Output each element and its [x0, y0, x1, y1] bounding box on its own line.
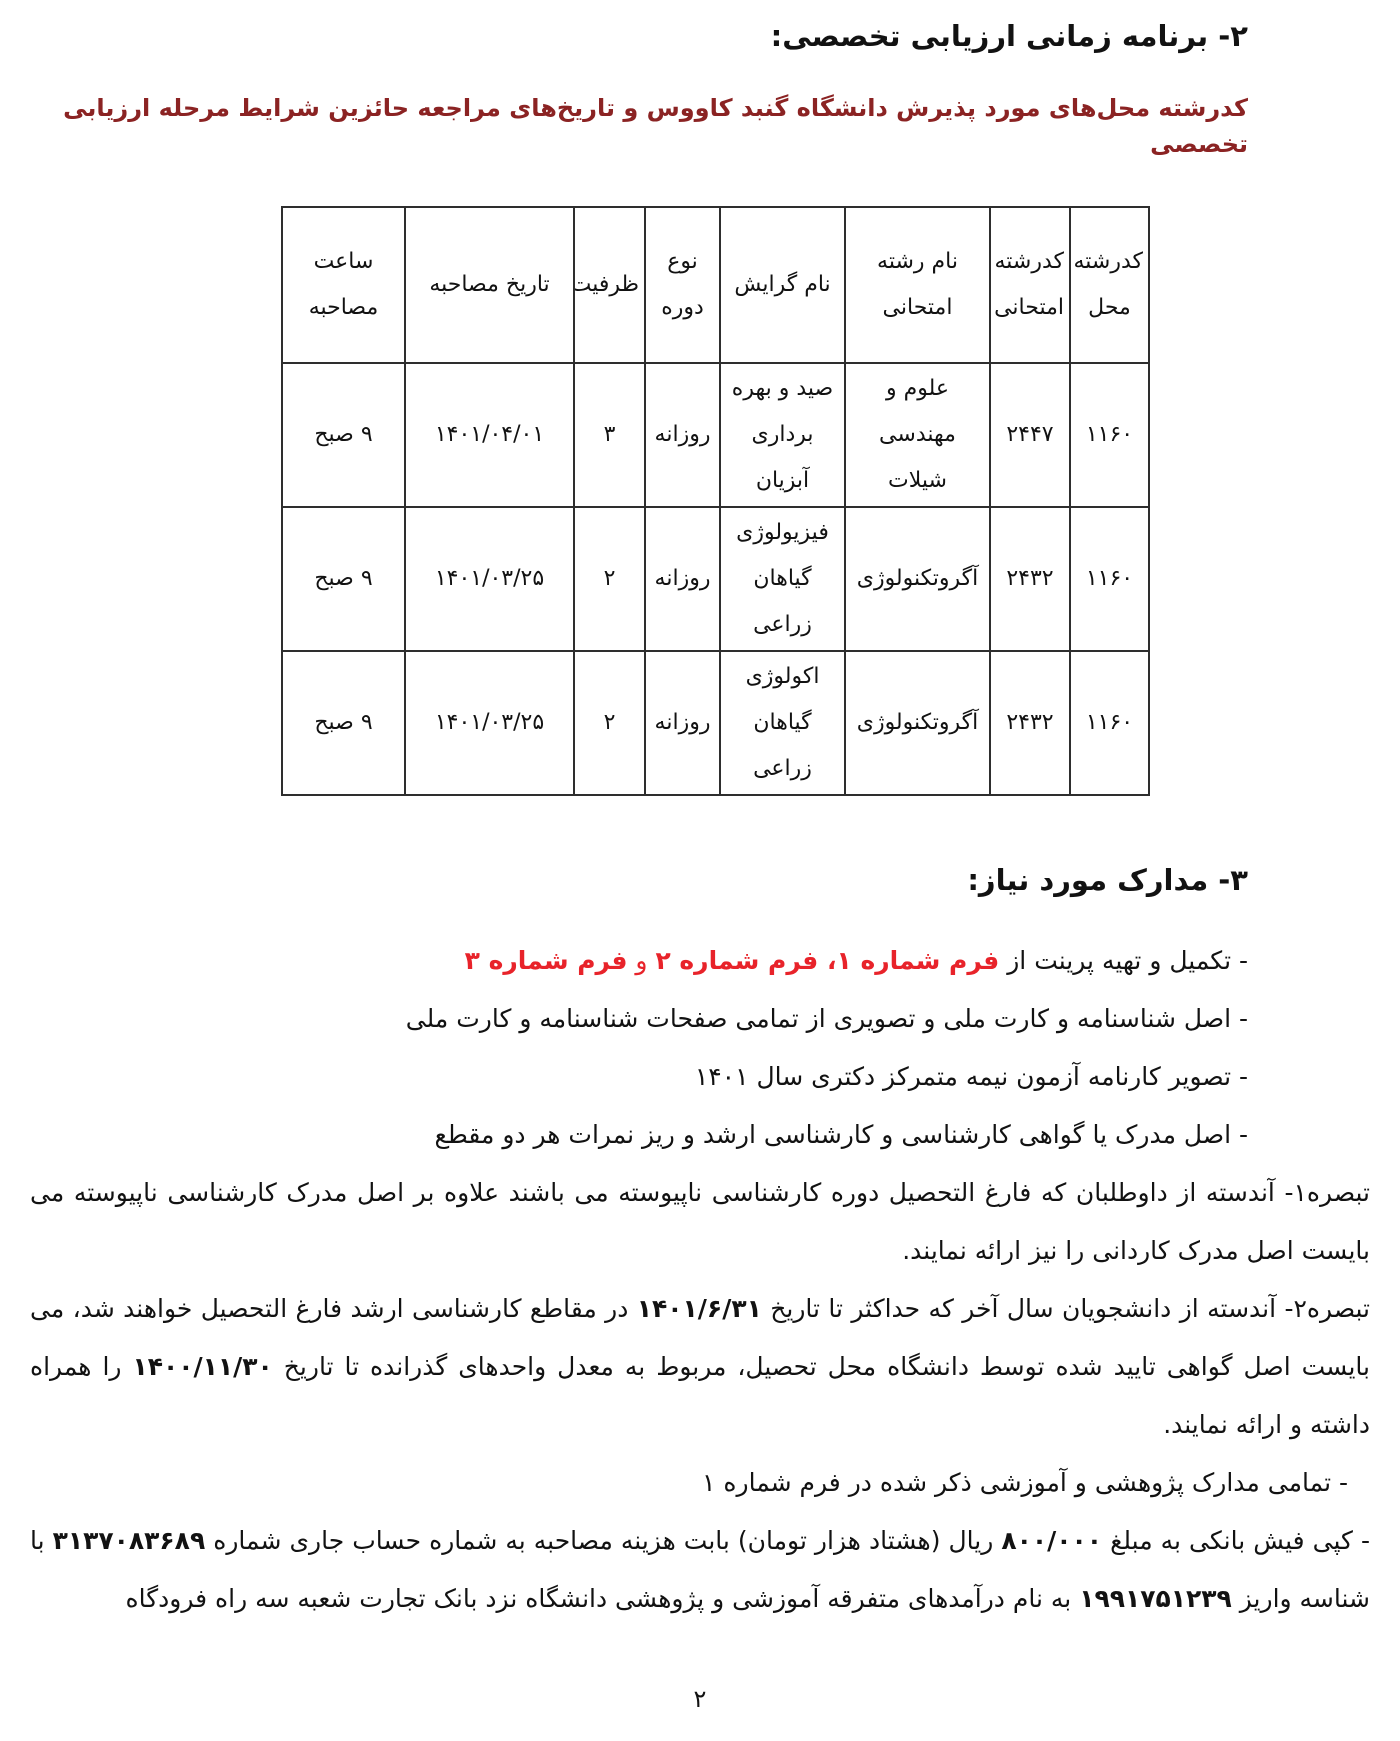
header-orientation: نام گرایش: [719, 206, 846, 364]
cell-field-name: آگروتکنولوژی: [844, 650, 991, 796]
table-row: ۱۱۶۰ ۲۴۳۲ آگروتکنولوژی اکولوژی گیاهان زر…: [281, 650, 1150, 796]
cell-code-exam: ۲۴۳۲: [989, 506, 1071, 652]
forms-red-part1: فرم شماره ۱، فرم شماره ۲: [655, 946, 1000, 975]
header-code-mahal: کدرشته محل: [1069, 206, 1150, 364]
header-field-name: نام رشته امتحانی: [844, 206, 991, 364]
bank-account-number: ۳۱۳۷۰۸۳۶۸۹: [52, 1526, 206, 1555]
cell-capacity: ۲: [573, 506, 646, 652]
cell-course-type: روزانه: [644, 650, 721, 796]
bank-part1: - کپی فیش بانکی به مبلغ: [1102, 1526, 1370, 1555]
note2-paragraph: تبصره۲- آندسته از دانشجویان سال آخر که ح…: [30, 1280, 1370, 1454]
note2-part2: در مقاطع کارشناسی ارشد فارغ التحصیل خواه…: [30, 1294, 1370, 1381]
list-item-research-docs: - تمامی مدارک پژوهشی و آموزشی ذکر شده در…: [702, 1468, 1348, 1497]
page-number: ۲: [693, 1685, 707, 1713]
cell-course-type: روزانه: [644, 362, 721, 508]
header-interview-date: تاریخ مصاحبه: [404, 206, 575, 364]
forms-red-part2: فرم شماره ۳: [464, 946, 628, 975]
header-code-exam: کدرشته امتحانی: [989, 206, 1071, 364]
cell-code-mahal: ۱۱۶۰: [1069, 650, 1150, 796]
cell-orientation: اکولوژی گیاهان زراعی: [719, 650, 846, 796]
note2-part1: تبصره۲- آندسته از دانشجویان سال آخر که ح…: [761, 1294, 1370, 1323]
cell-interview-date: ۱۴۰۱/۰۳/۲۵: [404, 506, 575, 652]
cell-code-mahal: ۱۱۶۰: [1069, 506, 1150, 652]
bank-amount: ۸۰۰/۰۰۰: [1001, 1526, 1103, 1555]
bank-deposit-id: ۱۹۹۱۷۵۱۲۳۹: [1079, 1584, 1232, 1613]
list-item-bank-receipt: - کپی فیش بانکی به مبلغ ۸۰۰/۰۰۰ ریال (هش…: [30, 1512, 1370, 1628]
cell-code-exam: ۲۴۴۷: [989, 362, 1071, 508]
cell-field-name: علوم و مهندسی شیلات: [844, 362, 991, 508]
table-header-row: کدرشته محل کدرشته امتحانی نام رشته امتحا…: [281, 206, 1150, 364]
note1-paragraph: تبصره۱- آندسته از داوطلبان که فارغ التحص…: [30, 1178, 1370, 1265]
list-item-degrees: - اصل مدرک یا گواهی کارشناسی و کارشناسی …: [434, 1120, 1248, 1149]
forms-prefix: - تکمیل و تهیه پرینت از: [999, 946, 1248, 975]
admission-schedule-table: کدرشته محل کدرشته امتحانی نام رشته امتحا…: [281, 206, 1150, 796]
forms-connector: و: [627, 946, 656, 975]
cell-field-name: آگروتکنولوژی: [844, 506, 991, 652]
cell-interview-date: ۱۴۰۱/۰۳/۲۵: [404, 650, 575, 796]
header-interview-time: ساعت مصاحبه: [281, 206, 406, 364]
table-row: ۱۱۶۰ ۲۴۴۷ علوم و مهندسی شیلات صید و بهره…: [281, 362, 1150, 508]
document-page: ۲- برنامه زمانی ارزیابی تخصصی: کدرشته مح…: [30, 19, 1370, 1713]
note2-date1: ۱۴۰۱/۶/۳۱: [636, 1294, 762, 1323]
list-item-transcript: - تصویر کارنامه آزمون نیمه متمرکز دکتری …: [694, 1062, 1248, 1091]
note2-part3: را همراه داشته و ارائه نمایند.: [30, 1352, 1370, 1439]
cell-capacity: ۳: [573, 362, 646, 508]
list-item-forms: - تکمیل و تهیه پرینت از فرم شماره ۱، فرم…: [30, 932, 1370, 990]
cell-code-mahal: ۱۱۶۰: [1069, 362, 1150, 508]
table-row: ۱۱۶۰ ۲۴۳۲ آگروتکنولوژی فیزیولوژی گیاهان …: [281, 506, 1150, 652]
cell-interview-time: ۹ صبح: [281, 362, 406, 508]
cell-code-exam: ۲۴۳۲: [989, 650, 1071, 796]
cell-orientation: صید و بهره برداری آبزیان: [719, 362, 846, 508]
cell-course-type: روزانه: [644, 506, 721, 652]
cell-capacity: ۲: [573, 650, 646, 796]
header-course-type: نوع دوره: [644, 206, 721, 364]
required-documents-list: - تکمیل و تهیه پرینت از فرم شماره ۱، فرم…: [30, 932, 1370, 1628]
cell-interview-time: ۹ صبح: [281, 650, 406, 796]
bank-part3: با شناسه واریز: [30, 1526, 1370, 1613]
bank-part2: ریال (هشتاد هزار تومان) بابت هزینه مصاحب…: [205, 1526, 1002, 1555]
note2-date2: ۱۴۰۰/۱۱/۳۰: [132, 1352, 273, 1381]
bank-part4: به نام درآمدهای متفرقه آموزشی و پژوهشی د…: [125, 1584, 1080, 1613]
cell-interview-time: ۹ صبح: [281, 506, 406, 652]
cell-orientation: فیزیولوژی گیاهان زراعی: [719, 506, 846, 652]
cell-interview-date: ۱۴۰۱/۰۴/۰۱: [404, 362, 575, 508]
section2-subtitle: کدرشته محل‌های مورد پذیرش دانشگاه گنبد ک…: [63, 94, 1248, 158]
section2-title: ۲- برنامه زمانی ارزیابی تخصصی:: [770, 19, 1248, 53]
list-item-id-cards: - اصل شناسنامه و کارت ملی و تصویری از تم…: [405, 1004, 1248, 1033]
header-capacity: ظرفیت: [573, 206, 646, 364]
section3-title: ۳- مدارک مورد نیاز:: [967, 863, 1248, 897]
